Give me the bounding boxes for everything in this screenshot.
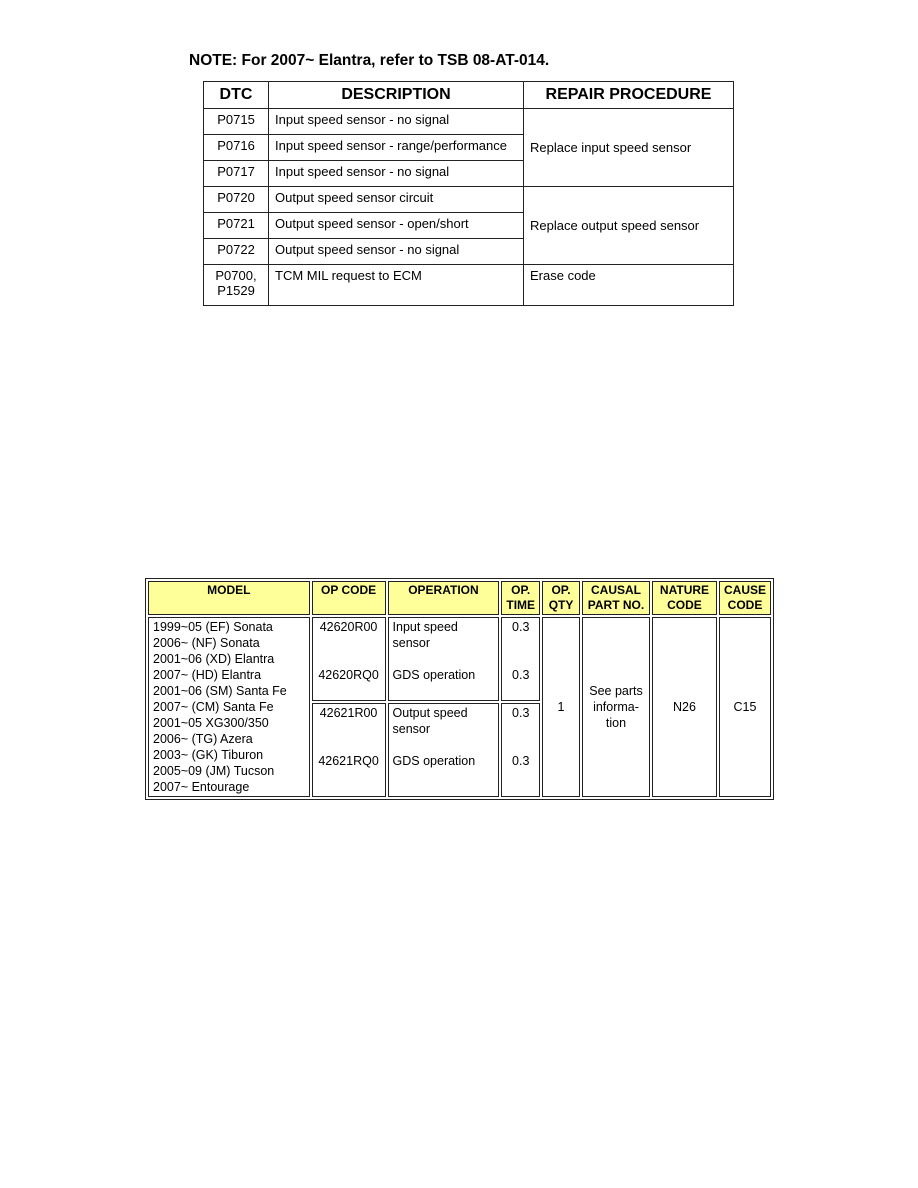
header-line: TIME [506,598,536,612]
table-row: P0716 Input speed sensor - range/perform… [203,134,734,161]
model-item: 2005~09 (JM) Tucson [153,764,275,778]
operation-text: sensor [392,636,431,650]
operation-cell: Output speed sensor GDS operation [387,703,500,797]
dtc-code: P0700, [215,268,257,283]
causal-text: See parts [589,684,643,698]
description-cell: Output speed sensor - no signal [268,238,524,265]
nature-code-cell: N26 [651,617,717,797]
op-code: 42621RQ0 [318,754,379,768]
header-description: DESCRIPTION [268,81,524,109]
model-item: 2007~ (HD) Elantra [153,668,262,682]
table-row: 42621R00 42621RQ0 Output speed sensor GD… [148,703,771,797]
operation-text: GDS operation [392,668,476,682]
description-cell: Output speed sensor circuit [268,186,524,213]
table-header-row: DTC DESCRIPTION REPAIR PROCEDURE [203,81,734,109]
model-cell: 1999~05 (EF) Sonata 2006~ (NF) Sonata 20… [148,617,310,797]
op-time-cell: 0.3 0.3 [501,703,541,797]
header-line: NATURE [659,583,710,597]
table-row: P0715 Input speed sensor - no signal Rep… [203,108,734,187]
header-dtc: DTC [203,81,269,109]
procedure-cell: Erase code [523,264,734,306]
header-op-code: OP CODE [311,581,386,615]
op-time: 0.3 [512,754,530,768]
header-line: OP. [551,583,571,597]
procedure-cell: Replace output speed sensor [523,186,734,265]
table-row: P0722 Output speed sensor - no signal [203,238,734,265]
header-line: CAUSE [723,583,766,597]
description-cell: TCM MIL request to ECM [268,264,524,306]
header-repair-procedure: REPAIR PROCEDURE [523,81,734,109]
model-item: 1999~05 (EF) Sonata [153,620,273,634]
model-item: 2001~06 (XD) Elantra [153,652,275,666]
op-time: 0.3 [512,668,530,682]
procedure-cell: Replace input speed sensor [523,108,734,187]
header-line: OP. [511,583,531,597]
model-item: 2001~06 (SM) Santa Fe [153,684,287,698]
op-code: 42621R00 [319,706,378,720]
model-item: 2006~ (TG) Azera [153,732,253,746]
header-model: MODEL [148,581,310,615]
dtc-cell: P0720 [203,186,269,213]
operation-text: sensor [392,722,431,736]
header-op-time: OP. TIME [501,581,541,615]
causal-text: tion [605,716,627,730]
model-item: 2003~ (GK) Tiburon [153,748,264,762]
operation-text: GDS operation [392,754,476,768]
description-cell: Input speed sensor - no signal [268,160,524,187]
header-line: PART NO. [587,598,645,612]
op-qty-cell: 1 [542,617,581,797]
op-time: 0.3 [512,620,530,634]
dtc-cell: P0717 [203,160,269,187]
table-row: 1999~05 (EF) Sonata 2006~ (NF) Sonata 20… [148,617,771,797]
dtc-cell: P0722 [203,238,269,265]
description-cell: Output speed sensor - open/short [268,212,524,239]
dtc-cell: P0716 [203,134,269,161]
header-causal-part: CAUSAL PART NO. [582,581,650,615]
header-operation: OPERATION [387,581,500,615]
op-time: 0.3 [512,706,530,720]
model-item: 2006~ (NF) Sonata [153,636,260,650]
operation-cell: Input speed sensor GDS operation [387,617,500,701]
header-cause-code: CAUSE CODE [718,581,771,615]
description-cell: Input speed sensor - no signal [268,108,524,135]
table-row: P0717 Input speed sensor - no signal [203,160,734,187]
description-cell: Input speed sensor - range/performance [268,134,524,161]
model-item: 2001~05 XG300/350 [153,716,269,730]
operation-text: Output speed [392,706,468,720]
dtc-cell: P0721 [203,212,269,239]
causal-text: informa- [593,700,639,714]
table-row: P0700, P1529 TCM MIL request to ECM Eras… [203,264,734,306]
op-code-cell: 42621R00 42621RQ0 [311,703,386,797]
table-row: P0721 Output speed sensor - open/short [203,212,734,239]
note-text: NOTE: For 2007~ Elantra, refer to TSB 08… [189,52,550,69]
warranty-table: MODEL OP CODE OPERATION OP. TIME OP. QTY C… [146,579,773,799]
header-nature-code: NATURE CODE [651,581,717,615]
op-code: 42620R00 [319,620,378,634]
op-code-cell: 42620R00 42620RQ0 [311,617,386,701]
op-code: 42620RQ0 [318,668,379,682]
model-item: 2007~ (CM) Santa Fe [153,700,274,714]
table-row: P0720 Output speed sensor circuit Replac… [203,186,734,265]
warranty-table-frame: MODEL OP CODE OPERATION OP. TIME OP. QTY C… [145,578,774,800]
cause-code-cell: C15 [718,617,771,797]
dtc-cell: P0715 [203,108,269,135]
header-line: CODE [727,598,763,612]
dtc-table: DTC DESCRIPTION REPAIR PROCEDURE P0715 I… [203,81,734,306]
model-item: 2007~ Entourage [153,780,250,794]
dtc-code: P1529 [217,283,255,298]
operation-text: Input speed [392,620,458,634]
op-time-cell: 0.3 0.3 [501,617,541,701]
causal-part-cell: See parts informa- tion [582,617,650,797]
header-line: CODE [667,598,702,612]
dtc-cell: P0700, P1529 [203,264,269,306]
header-line: QTY [548,598,574,612]
table-header-row: MODEL OP CODE OPERATION OP. TIME OP. QTY C… [148,581,771,615]
header-line: CAUSAL [590,583,641,597]
header-op-qty: OP. QTY [542,581,581,615]
